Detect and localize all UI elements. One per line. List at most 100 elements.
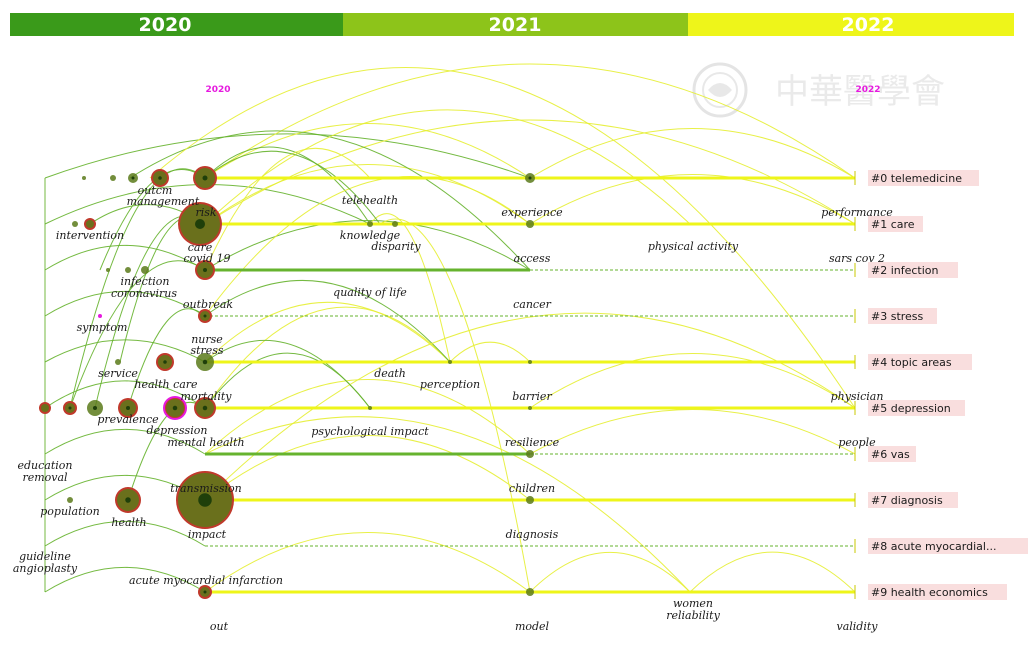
year-band-2020 bbox=[10, 13, 343, 36]
node-core bbox=[115, 359, 121, 365]
keyword-label-out: out bbox=[210, 620, 229, 633]
range-end-label: 2022 bbox=[855, 85, 880, 95]
keyword-node[interactable] bbox=[367, 221, 373, 227]
link-3 bbox=[44, 290, 206, 317]
keyword-node[interactable] bbox=[141, 266, 149, 274]
keyword-node[interactable] bbox=[128, 173, 138, 183]
keyword-node[interactable] bbox=[368, 406, 372, 410]
cluster-label-4: #4 topic areas bbox=[871, 356, 952, 369]
keyword-label-telehealth: telehealth bbox=[342, 194, 398, 207]
keyword-node[interactable] bbox=[118, 398, 138, 418]
keyword-node[interactable] bbox=[39, 402, 51, 414]
node-center bbox=[202, 359, 208, 365]
keyword-label-physician: physician bbox=[831, 390, 884, 403]
keyword-label-access: access bbox=[514, 252, 551, 265]
keyword-node[interactable] bbox=[115, 359, 121, 365]
watermark-logo: 中華醫學會 bbox=[692, 62, 945, 118]
keyword-node[interactable] bbox=[67, 497, 73, 503]
keyword-node[interactable] bbox=[106, 268, 110, 272]
link-43 bbox=[204, 312, 856, 501]
keyword-node[interactable] bbox=[82, 176, 86, 180]
keyword-node[interactable] bbox=[198, 309, 212, 323]
keyword-node[interactable] bbox=[110, 175, 116, 181]
keyword-node[interactable] bbox=[195, 260, 215, 280]
keyword-label-people: people bbox=[838, 436, 876, 449]
keyword-label-psychological-impact: psychological impact bbox=[311, 425, 429, 438]
link-39 bbox=[204, 146, 371, 225]
highlight-dot bbox=[98, 314, 102, 318]
year-label-2021: 2021 bbox=[489, 14, 542, 36]
keyword-label-depression: depression bbox=[147, 424, 208, 437]
keyword-label-transmission: transmission bbox=[170, 482, 241, 495]
keyword-node[interactable] bbox=[72, 221, 78, 227]
keyword-node[interactable] bbox=[115, 487, 141, 513]
keyword-node[interactable] bbox=[178, 202, 222, 246]
keyword-node[interactable] bbox=[528, 406, 532, 410]
node-core bbox=[82, 176, 86, 180]
link-49 bbox=[204, 150, 381, 225]
node-center bbox=[198, 493, 212, 507]
link-2 bbox=[44, 244, 206, 271]
keyword-label-nurse: nurse bbox=[191, 333, 223, 346]
keyword-node[interactable] bbox=[528, 360, 532, 364]
keyword-node[interactable] bbox=[125, 267, 131, 273]
cluster-label-bg-0 bbox=[868, 170, 979, 186]
keyword-label-coronavirus: coronavirus bbox=[111, 287, 177, 300]
keyword-label-mortality: mortality bbox=[181, 390, 233, 403]
node-center bbox=[203, 590, 207, 594]
keyword-node[interactable] bbox=[525, 173, 535, 183]
link-6 bbox=[44, 428, 206, 455]
node-core bbox=[526, 450, 534, 458]
keyword-label-angioplasty: angioplasty bbox=[13, 562, 78, 575]
keyword-label-guideline: guideline bbox=[19, 550, 71, 563]
cluster-label-1: #1 care bbox=[871, 218, 915, 231]
year-band-2021 bbox=[343, 13, 688, 36]
keyword-label-risk: risk bbox=[195, 206, 216, 219]
keyword-node[interactable] bbox=[526, 496, 534, 504]
link-24 bbox=[204, 306, 451, 409]
cluster-labels: #0 telemedicine #1 care #2 infection #3 str… bbox=[868, 170, 1028, 600]
keyword-node[interactable] bbox=[526, 588, 534, 596]
keyword-node[interactable] bbox=[193, 166, 217, 190]
keyword-node[interactable] bbox=[156, 353, 174, 371]
keyword-node[interactable] bbox=[392, 221, 398, 227]
cluster-label-9: #9 health economics bbox=[871, 586, 988, 599]
keyword-label-care: care bbox=[188, 241, 213, 254]
keyword-node[interactable] bbox=[63, 401, 77, 415]
keyword-node[interactable] bbox=[151, 169, 169, 187]
node-center bbox=[202, 175, 208, 181]
keyword-label-women: women bbox=[673, 597, 713, 610]
keyword-node[interactable] bbox=[196, 353, 214, 371]
cluster-label-bg-7 bbox=[868, 492, 958, 508]
keyword-node[interactable] bbox=[87, 400, 103, 416]
node-core bbox=[67, 497, 73, 503]
node-center bbox=[163, 360, 167, 364]
keyword-label-covid-19: covid 19 bbox=[183, 252, 230, 265]
keyword-label-diagnosis: diagnosis bbox=[506, 528, 559, 541]
keyword-label-symptom: symptom bbox=[77, 321, 128, 334]
keyword-node[interactable] bbox=[84, 218, 96, 230]
keyword-node[interactable] bbox=[526, 220, 534, 228]
highlight-ring bbox=[163, 396, 187, 420]
co-citation-links bbox=[44, 63, 856, 593]
node-core bbox=[526, 588, 534, 596]
link-31 bbox=[204, 220, 531, 271]
link-34 bbox=[449, 341, 531, 363]
keyword-node[interactable] bbox=[526, 450, 534, 458]
keyword-node[interactable] bbox=[176, 471, 234, 529]
node-center bbox=[203, 268, 207, 272]
keyword-node[interactable] bbox=[448, 360, 452, 364]
keyword-label-performance: performance bbox=[821, 206, 893, 219]
cluster-label-bg-6 bbox=[868, 446, 916, 462]
keyword-label-service: service bbox=[98, 367, 138, 380]
keyword-node[interactable] bbox=[194, 397, 216, 419]
link-37 bbox=[529, 353, 856, 409]
keyword-label-model: model bbox=[515, 620, 550, 633]
link-14 bbox=[127, 308, 206, 409]
link-19 bbox=[204, 123, 531, 179]
keyword-node[interactable] bbox=[164, 397, 186, 419]
link-47 bbox=[204, 109, 691, 225]
keyword-label-prevalence: prevalence bbox=[97, 413, 159, 426]
keyword-node[interactable] bbox=[198, 585, 212, 599]
